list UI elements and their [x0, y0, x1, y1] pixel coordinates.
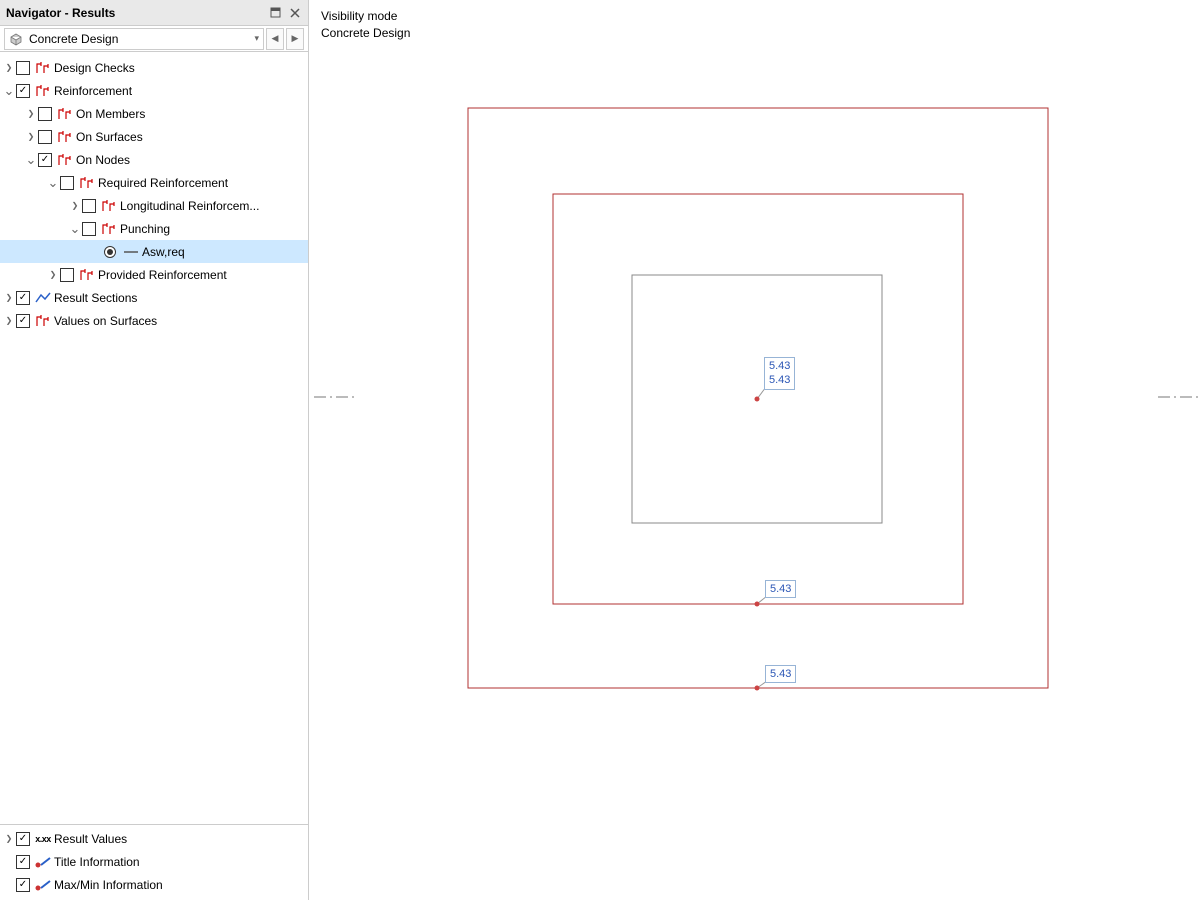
tree-item-label: On Surfaces [76, 130, 143, 144]
result-icon [34, 290, 52, 306]
tree-checkbox[interactable] [16, 832, 30, 846]
tree-checkbox[interactable] [16, 878, 30, 892]
tree-item[interactable]: ⌄ Required Reinforcement [0, 171, 308, 194]
beam-icon [78, 267, 96, 283]
tree-item-label: Result Values [54, 832, 127, 846]
collapse-icon[interactable]: ⌄ [46, 179, 60, 187]
tree-item[interactable]: ❯ On Members [0, 102, 308, 125]
tree-item[interactable]: ❯ Result Sections [0, 286, 308, 309]
beam-icon [100, 221, 118, 237]
tree-item-label: Result Sections [54, 291, 137, 305]
expand-icon[interactable]: ❯ [46, 270, 60, 279]
tree-item[interactable]: ⌄ Reinforcement [0, 79, 308, 102]
beam-icon [56, 106, 74, 122]
tree-checkbox[interactable] [16, 855, 30, 869]
close-icon[interactable] [288, 6, 302, 20]
beam-icon [34, 60, 52, 76]
beam-icon [34, 313, 52, 329]
tree-item[interactable]: Max/Min Information [0, 873, 308, 896]
tree-item[interactable]: ❯ Design Checks [0, 56, 308, 79]
tree-checkbox[interactable] [16, 61, 30, 75]
collapse-icon[interactable]: ⌄ [2, 87, 16, 95]
beam-icon [100, 198, 118, 214]
tree-item-label: Design Checks [54, 61, 135, 75]
tree-checkbox[interactable] [16, 84, 30, 98]
dock-icon[interactable] [268, 6, 282, 20]
expand-icon[interactable]: ❯ [24, 109, 38, 118]
collapse-icon[interactable]: ⌄ [68, 225, 82, 233]
tree-checkbox[interactable] [38, 107, 52, 121]
dropdown-label: Concrete Design [29, 32, 254, 46]
expand-icon[interactable]: ❯ [2, 63, 16, 72]
navigator-tree: ❯Design Checks⌄Reinforcement❯On Members❯… [0, 52, 308, 824]
beam-icon [56, 152, 74, 168]
beam-icon [56, 129, 74, 145]
tree-item[interactable]: ❯ Provided Reinforcement [0, 263, 308, 286]
model-canvas[interactable]: Visibility mode Concrete Design 5.435.43… [309, 0, 1199, 900]
tree-item[interactable]: ⌄ Punching [0, 217, 308, 240]
tree-item[interactable]: ⌄ On Nodes [0, 148, 308, 171]
tree-checkbox[interactable] [82, 222, 96, 236]
tree-checkbox[interactable] [60, 176, 74, 190]
expand-icon[interactable]: ❯ [24, 132, 38, 141]
navigator-bottom-options: ❯ x.xxResult Values Title Information Max/M… [0, 824, 308, 900]
tree-item-label: Values on Surfaces [54, 314, 157, 328]
tree-item-label: Punching [120, 222, 170, 236]
navigator-panel: Navigator - Results Concrete Design ▾ ◀ … [0, 0, 309, 900]
design-type-dropdown[interactable]: Concrete Design ▾ [4, 28, 264, 50]
load-icon [34, 877, 52, 893]
tree-checkbox[interactable] [16, 291, 30, 305]
tree-checkbox[interactable] [38, 153, 52, 167]
tree-item-label: On Members [76, 107, 145, 121]
cube-icon [9, 32, 23, 46]
prev-button[interactable]: ◀ [266, 28, 284, 50]
tree-item-label: Provided Reinforcement [98, 268, 227, 282]
expand-icon[interactable]: ❯ [68, 201, 82, 210]
tree-radio[interactable] [104, 246, 116, 258]
line-icon [122, 244, 140, 260]
canvas-geometry [309, 0, 1199, 900]
tree-item-label: Title Information [54, 855, 140, 869]
xxx-icon: x.xx [34, 831, 52, 847]
expand-icon[interactable]: ❯ [2, 293, 16, 302]
tree-checkbox[interactable] [16, 314, 30, 328]
tree-item[interactable]: ❯ Values on Surfaces [0, 309, 308, 332]
navigator-header: Navigator - Results [0, 0, 308, 26]
tree-item-label: On Nodes [76, 153, 130, 167]
tree-checkbox[interactable] [38, 130, 52, 144]
value-annotation: 5.43 [765, 665, 796, 683]
tree-checkbox[interactable] [82, 199, 96, 213]
value-annotation: 5.43 [765, 580, 796, 598]
value-annotation: 5.435.43 [764, 357, 795, 390]
tree-item[interactable]: ❯ Longitudinal Reinforcem... [0, 194, 308, 217]
tree-item-label: Asw,req [142, 245, 185, 259]
collapse-icon[interactable]: ⌄ [24, 156, 38, 164]
expand-icon[interactable]: ❯ [2, 316, 16, 325]
tree-item-label: Longitudinal Reinforcem... [120, 199, 259, 213]
tree-item-label: Max/Min Information [54, 878, 163, 892]
beam-icon [78, 175, 96, 191]
tree-item[interactable]: ❯ On Surfaces [0, 125, 308, 148]
tree-item[interactable]: ❯ x.xxResult Values [0, 827, 308, 850]
next-button[interactable]: ▶ [286, 28, 304, 50]
chevron-down-icon: ▾ [254, 33, 259, 44]
load-icon [34, 854, 52, 870]
tree-checkbox[interactable] [60, 268, 74, 282]
navigator-toolbar: Concrete Design ▾ ◀ ▶ [0, 26, 308, 52]
tree-item-label: Required Reinforcement [98, 176, 228, 190]
navigator-title: Navigator - Results [6, 6, 262, 20]
tree-item-label: Reinforcement [54, 84, 132, 98]
beam-icon [34, 83, 52, 99]
tree-item[interactable]: Title Information [0, 850, 308, 873]
expand-icon[interactable]: ❯ [2, 834, 16, 843]
tree-item[interactable]: Asw,req [0, 240, 308, 263]
